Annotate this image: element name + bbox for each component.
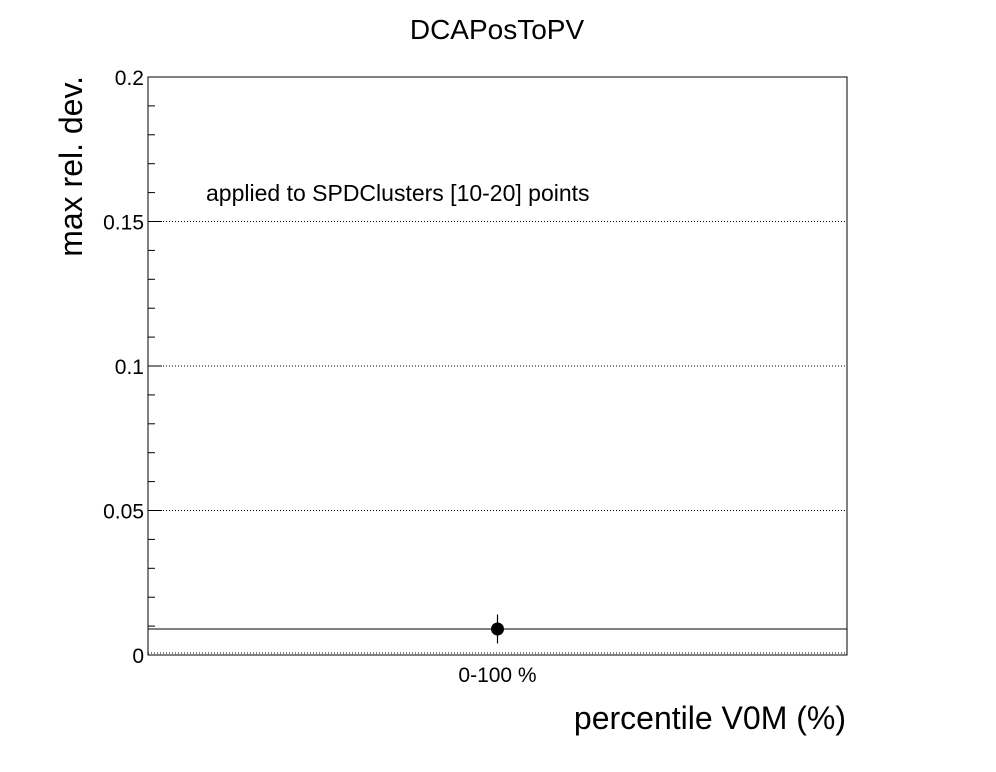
data-point bbox=[491, 622, 504, 636]
chart-title: DCAPosToPV bbox=[410, 14, 585, 45]
data-layer bbox=[148, 614, 847, 644]
x-axis-label: percentile V0M (%) bbox=[574, 700, 846, 736]
tick-layer: 0 0.05 0.1 0.15 0.2 0-100 % bbox=[103, 67, 536, 687]
plot-frame bbox=[147, 76, 848, 656]
x-tick-label: 0-100 % bbox=[458, 664, 536, 687]
y-tick-label: 0.2 bbox=[115, 67, 144, 90]
y-tick-label: 0 bbox=[132, 645, 144, 668]
y-axis-label: max rel. dev. bbox=[53, 76, 89, 257]
y-tick-label: 0.05 bbox=[103, 501, 144, 524]
y-tick-label: 0.15 bbox=[103, 212, 144, 235]
annotation-text: applied to SPDClusters [10-20] points bbox=[206, 180, 590, 206]
grid-layer bbox=[148, 221, 847, 654]
y-tick-label: 0.1 bbox=[115, 356, 144, 379]
